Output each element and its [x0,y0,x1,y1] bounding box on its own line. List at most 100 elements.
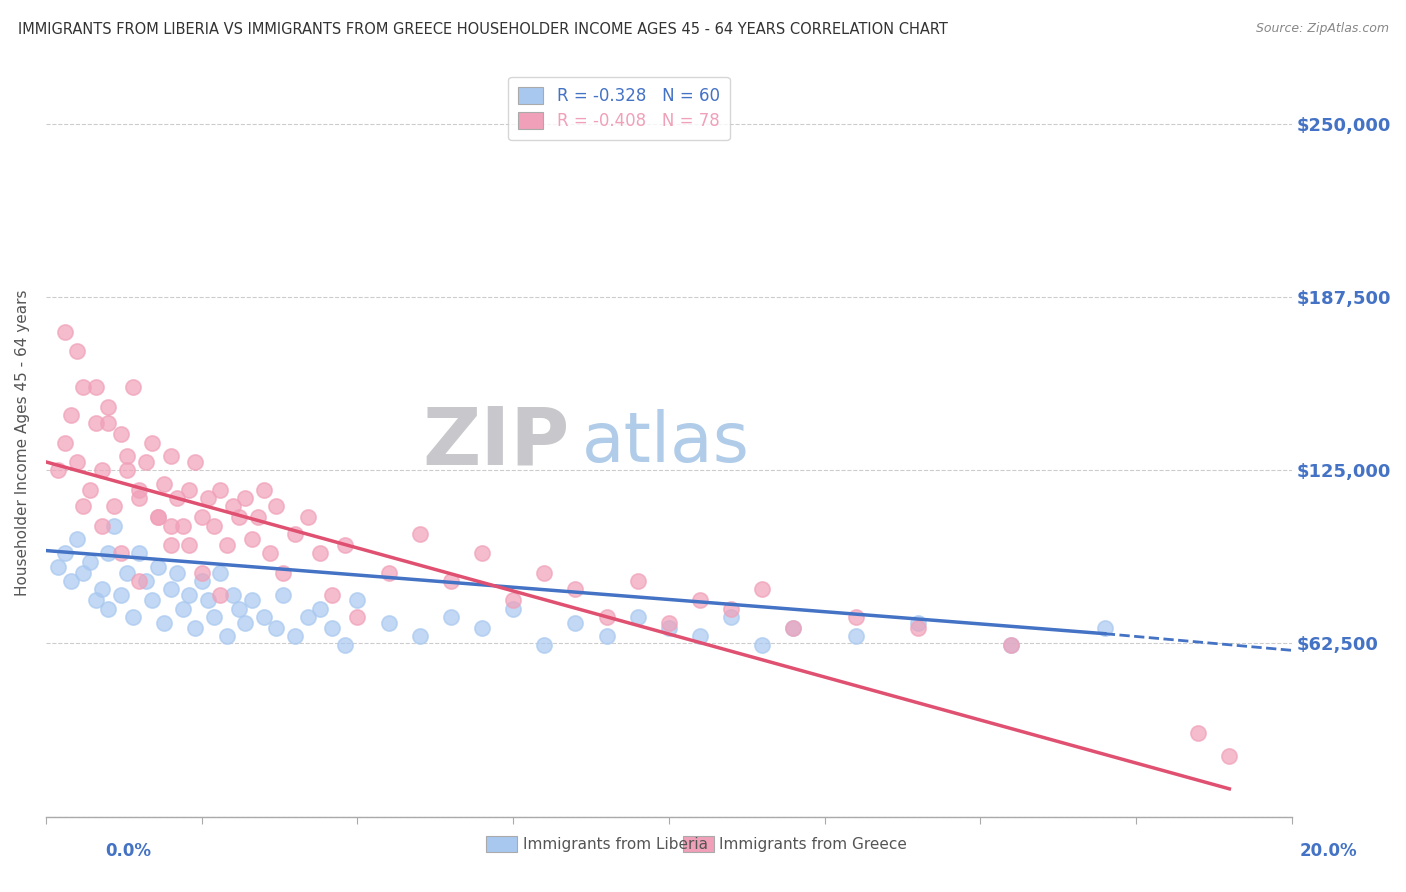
Point [184,621,207,635]
Point [1187,726,1209,740]
Point [471,621,494,635]
Point [159,538,181,552]
Point [72,566,94,580]
Point [1000,638,1022,652]
Point [197,593,219,607]
Point [222,588,245,602]
Point [240,533,263,547]
Point [122,380,145,394]
Point [72,380,94,394]
Point [564,615,586,630]
Point [91,518,114,533]
Point [159,582,181,597]
Point [321,621,343,635]
Point [440,610,463,624]
Point [782,621,804,635]
Text: ZIP: ZIP [422,403,569,482]
Point [658,621,681,635]
Point [59,408,82,422]
Text: Immigrants from Liberia: Immigrants from Liberia [523,837,707,852]
Point [79,555,101,569]
Point [128,574,150,588]
Point [84,593,107,607]
Point [240,593,263,607]
Point [97,400,120,414]
Point [271,588,294,602]
Point [190,566,212,580]
Point [1218,748,1240,763]
Point [309,546,332,560]
Point [197,491,219,505]
Point [209,483,232,497]
Point [141,435,163,450]
Point [97,546,120,560]
Point [595,630,617,644]
Point [59,574,82,588]
Point [689,593,711,607]
Text: Source: ZipAtlas.com: Source: ZipAtlas.com [1256,22,1389,36]
Text: 20.0%: 20.0% [1299,842,1357,860]
Point [228,510,250,524]
Point [153,615,176,630]
Point [84,380,107,394]
Point [720,610,742,624]
Point [1094,621,1116,635]
Point [115,566,138,580]
Point [103,518,125,533]
Point [408,630,430,644]
Point [91,463,114,477]
Point [215,630,238,644]
Point [440,574,463,588]
Point [79,483,101,497]
Point [845,630,868,644]
Point [103,500,125,514]
Y-axis label: Householder Income Ages 45 - 64 years: Householder Income Ages 45 - 64 years [15,289,30,596]
Point [179,483,201,497]
Point [233,615,256,630]
Point [222,500,245,514]
Point [97,416,120,430]
Point [48,560,70,574]
Point [172,601,194,615]
Point [253,483,276,497]
Point [159,518,181,533]
Point [209,588,232,602]
Point [228,601,250,615]
Point [172,518,194,533]
Point [190,510,212,524]
Point [66,455,89,469]
Point [377,615,399,630]
Point [153,477,176,491]
Point [751,582,773,597]
Point [97,601,120,615]
Point [91,582,114,597]
Point [48,463,70,477]
Point [408,527,430,541]
Point [309,601,332,615]
Point [907,621,929,635]
Point [751,638,773,652]
Point [321,588,343,602]
Point [146,510,169,524]
Point [1000,638,1022,652]
Point [253,610,276,624]
Point [122,610,145,624]
Point [209,566,232,580]
Point [259,546,281,560]
Point [66,533,89,547]
Point [271,566,294,580]
Point [266,621,288,635]
Point [53,546,76,560]
Point [907,615,929,630]
Point [595,610,617,624]
Point [146,560,169,574]
Point [246,510,269,524]
Point [53,325,76,339]
Point [115,463,138,477]
Point [627,610,650,624]
Point [233,491,256,505]
Legend: R = -0.328   N = 60, R = -0.408   N = 78: R = -0.328 N = 60, R = -0.408 N = 78 [509,77,730,140]
Point [166,566,188,580]
Point [53,435,76,450]
Point [333,638,356,652]
